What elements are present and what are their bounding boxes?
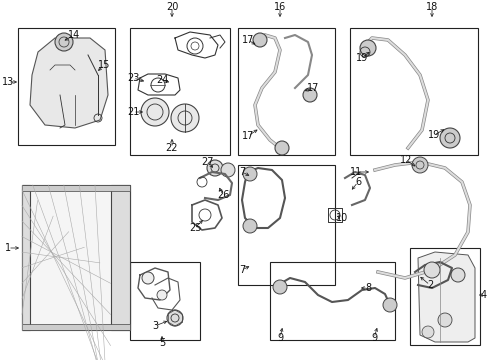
Text: 19: 19 xyxy=(355,53,367,63)
Circle shape xyxy=(423,262,439,278)
Circle shape xyxy=(171,104,199,132)
Bar xyxy=(409,248,479,345)
Circle shape xyxy=(382,298,396,312)
Circle shape xyxy=(437,313,451,327)
Bar xyxy=(269,262,394,340)
Text: 16: 16 xyxy=(273,2,285,12)
Text: 27: 27 xyxy=(202,157,214,167)
Text: 10: 10 xyxy=(335,213,347,223)
Bar xyxy=(22,185,130,330)
Bar xyxy=(130,28,229,155)
Circle shape xyxy=(55,33,73,51)
Circle shape xyxy=(359,40,375,56)
Circle shape xyxy=(303,88,316,102)
Text: 22: 22 xyxy=(165,143,178,153)
Text: 19: 19 xyxy=(427,130,439,140)
Text: 6: 6 xyxy=(354,177,360,187)
Text: 26: 26 xyxy=(216,190,229,200)
Polygon shape xyxy=(417,252,474,342)
Text: 11: 11 xyxy=(349,167,362,177)
Text: 23: 23 xyxy=(126,73,139,83)
Circle shape xyxy=(252,33,266,47)
Text: 24: 24 xyxy=(156,75,168,85)
Circle shape xyxy=(243,219,257,233)
Text: 7: 7 xyxy=(238,265,244,275)
Bar xyxy=(18,28,115,145)
Text: 18: 18 xyxy=(425,2,437,12)
Text: 15: 15 xyxy=(98,60,110,70)
Circle shape xyxy=(206,160,223,176)
Text: 14: 14 xyxy=(68,30,80,40)
Text: 17: 17 xyxy=(242,35,254,45)
Polygon shape xyxy=(30,38,108,128)
Text: 5: 5 xyxy=(159,338,165,348)
Text: 17: 17 xyxy=(306,83,319,93)
Text: 9: 9 xyxy=(276,333,283,343)
Text: 9: 9 xyxy=(370,333,376,343)
Circle shape xyxy=(141,98,169,126)
Bar xyxy=(110,185,130,330)
Text: 3: 3 xyxy=(152,321,158,331)
Text: 20: 20 xyxy=(165,2,178,12)
Circle shape xyxy=(274,141,288,155)
Text: 12: 12 xyxy=(399,155,411,165)
Bar xyxy=(22,185,130,191)
Bar xyxy=(130,262,200,340)
Text: 13: 13 xyxy=(2,77,14,87)
Text: 1: 1 xyxy=(5,243,11,253)
Bar xyxy=(22,324,130,330)
Text: 8: 8 xyxy=(364,283,370,293)
Circle shape xyxy=(167,310,183,326)
Text: 25: 25 xyxy=(188,223,201,233)
Bar xyxy=(349,28,477,155)
Bar xyxy=(238,28,334,155)
Circle shape xyxy=(421,326,433,338)
Circle shape xyxy=(142,272,154,284)
Circle shape xyxy=(439,128,459,148)
Text: 17: 17 xyxy=(242,131,254,141)
Circle shape xyxy=(450,268,464,282)
Circle shape xyxy=(221,163,235,177)
Text: 21: 21 xyxy=(126,107,139,117)
Bar xyxy=(238,165,334,285)
Circle shape xyxy=(157,290,167,300)
Text: 4: 4 xyxy=(480,290,486,300)
Text: 7: 7 xyxy=(238,167,244,177)
Circle shape xyxy=(272,280,286,294)
Circle shape xyxy=(243,167,257,181)
Circle shape xyxy=(411,157,427,173)
Text: 2: 2 xyxy=(426,280,432,290)
Bar xyxy=(22,185,30,330)
